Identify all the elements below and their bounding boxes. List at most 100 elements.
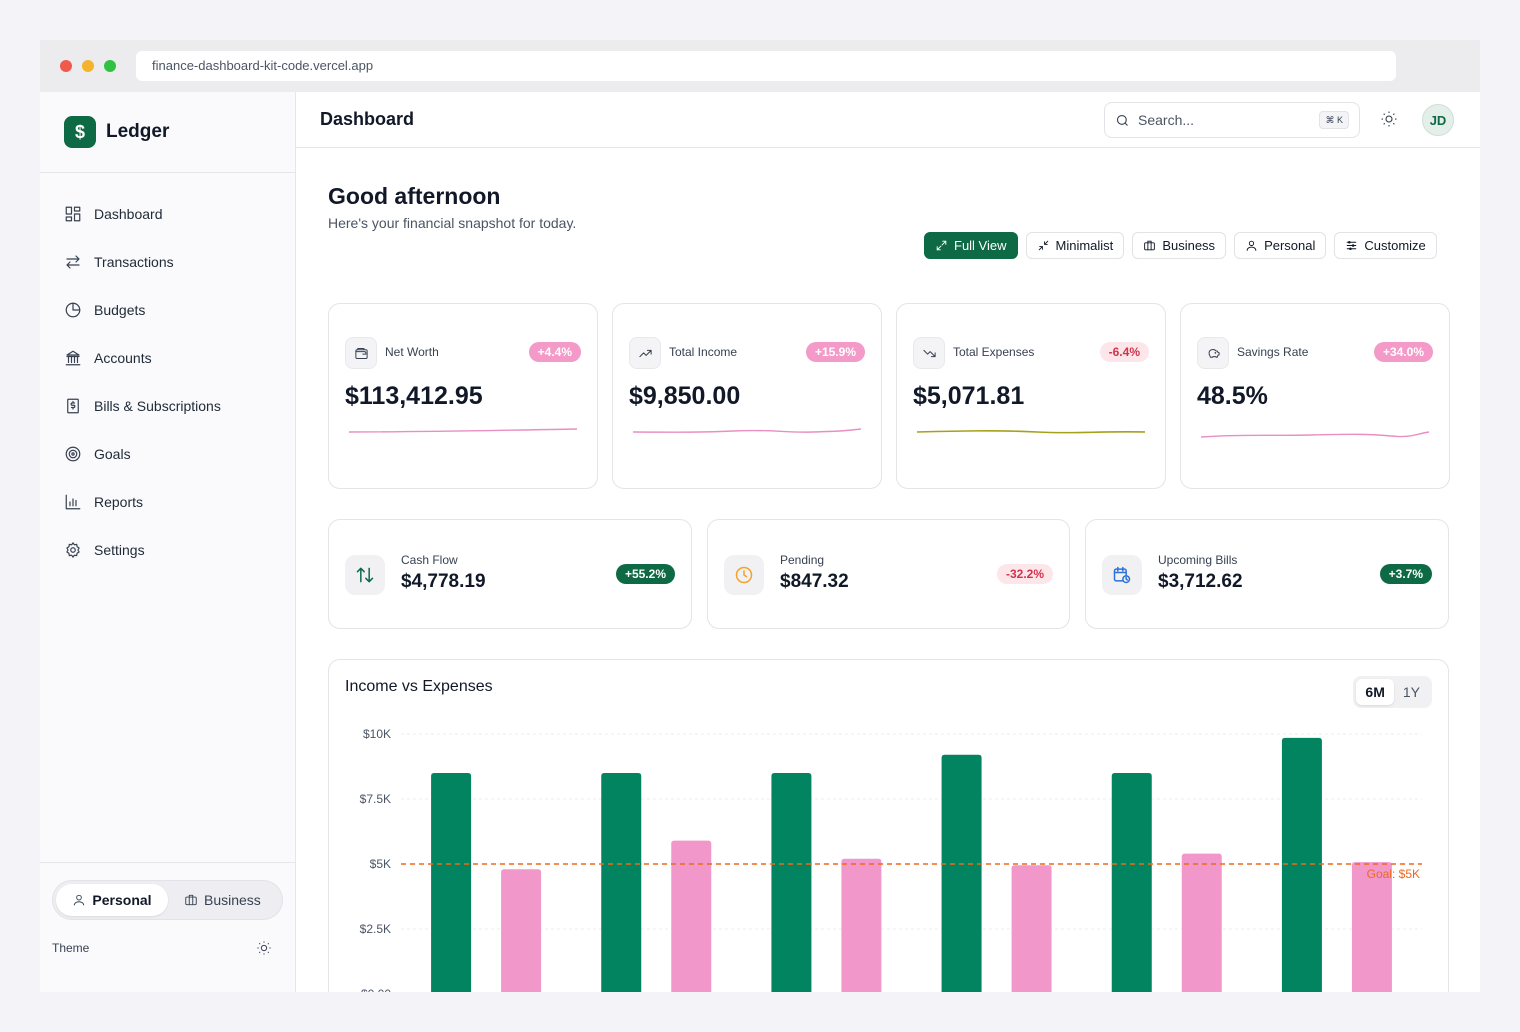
- kpi-label: Total Expenses: [953, 345, 1035, 359]
- sidebar-item-bills[interactable]: Bills & Subscriptions: [40, 382, 296, 430]
- pie-chart-icon: [65, 302, 81, 318]
- stat-label: Cash Flow: [401, 553, 458, 567]
- sidebar-item-dashboard[interactable]: Dashboard: [40, 190, 296, 238]
- savings-rate-sparkline: [1201, 431, 1429, 438]
- arrows-swap-icon: [66, 255, 80, 269]
- kpi-card-total-income[interactable]: Total Income +15.9% $9,850.00: [612, 303, 882, 489]
- avatar[interactable]: JD: [1422, 104, 1454, 136]
- search-input[interactable]: Search... ⌘ K: [1104, 102, 1360, 138]
- receipt-icon: [67, 398, 79, 414]
- collapse-icon: [1038, 240, 1048, 251]
- sidebar-item-label: Bills & Subscriptions: [94, 398, 221, 414]
- sidebar-item-settings[interactable]: Settings: [40, 526, 296, 574]
- mode-business-label: Business: [204, 892, 261, 908]
- main-content: Dashboard Search... ⌘ K JD Good afternoo…: [296, 92, 1480, 992]
- stat-card-upcoming-bills[interactable]: Upcoming Bills $3,712.62 +3.7%: [1085, 519, 1449, 629]
- view-customize-button[interactable]: Customize: [1334, 232, 1437, 259]
- sidebar-nav: Dashboard Transactions Budgets Accounts …: [40, 190, 296, 574]
- sidebar-item-accounts[interactable]: Accounts: [40, 334, 296, 382]
- view-label: Full View: [954, 238, 1007, 253]
- view-label: Business: [1162, 238, 1216, 253]
- income-bar: [1111, 773, 1152, 992]
- mode-business-button[interactable]: Business: [168, 884, 277, 916]
- sidebar-bottom-divider: [40, 862, 296, 863]
- income-bar: [771, 773, 812, 992]
- sliders-icon: [1347, 240, 1357, 251]
- kpi-card-total-expenses[interactable]: Total Expenses -6.4% $5,071.81: [896, 303, 1166, 489]
- view-full-button[interactable]: Full View: [924, 232, 1018, 259]
- range-6m-button[interactable]: 6M: [1356, 679, 1394, 705]
- expense-bar: [841, 858, 882, 992]
- stat-label: Upcoming Bills: [1158, 553, 1238, 567]
- range-1y-button[interactable]: 1Y: [1402, 684, 1420, 700]
- expense-bar: [671, 840, 712, 992]
- sidebar-item-label: Goals: [94, 446, 131, 462]
- search-placeholder: Search...: [1138, 112, 1195, 128]
- brand[interactable]: $ Ledger: [64, 116, 169, 148]
- y-tick-label: $7.5K: [360, 792, 391, 806]
- target-icon: [65, 446, 81, 462]
- search-icon: [1116, 114, 1128, 126]
- view-personal-button[interactable]: Personal: [1234, 232, 1327, 259]
- kpi-value: $113,412.95: [345, 382, 483, 410]
- sidebar-item-reports[interactable]: Reports: [40, 478, 296, 526]
- kpi-label: Net Worth: [385, 345, 439, 359]
- view-business-button[interactable]: Business: [1132, 232, 1227, 259]
- view-minimalist-button[interactable]: Minimalist: [1025, 232, 1125, 259]
- top-bar: Dashboard Search... ⌘ K JD: [296, 92, 1480, 148]
- stat-card-pending[interactable]: Pending $847.32 -32.2%: [707, 519, 1070, 629]
- goal-label: Goal: $5K: [1367, 867, 1420, 881]
- stat-card-cash-flow[interactable]: Cash Flow $4,778.19 +55.2%: [328, 519, 692, 629]
- kpi-value: $5,071.81: [913, 382, 1025, 410]
- sidebar-item-transactions[interactable]: Transactions: [40, 238, 296, 286]
- theme-row: Theme: [52, 940, 272, 956]
- income-bar: [1281, 737, 1322, 992]
- stat-change-badge: +3.7%: [1379, 564, 1432, 584]
- kpi-label: Total Income: [669, 345, 738, 359]
- dollar-logo-icon: $: [64, 116, 96, 148]
- maximize-window-button[interactable]: [104, 60, 116, 72]
- page-title: Dashboard: [320, 109, 415, 129]
- kpi-card-net-worth[interactable]: Net Worth +4.4% $113,412.95: [328, 303, 598, 489]
- total-income-sparkline: [633, 428, 861, 433]
- theme-toggle-button[interactable]: [1380, 110, 1400, 130]
- y-tick-label: $2.5K: [360, 922, 391, 936]
- view-switcher: Full View Minimalist Business Personal C…: [924, 232, 1445, 260]
- sidebar-item-label: Settings: [94, 542, 145, 558]
- net-worth-sparkline: [349, 428, 577, 433]
- kpi-value: 48.5%: [1197, 382, 1268, 410]
- clock-icon: [724, 555, 764, 595]
- sidebar: $ Ledger Dashboard Transactions Budgets …: [40, 92, 296, 992]
- total-expenses-sparkline: [917, 430, 1145, 434]
- briefcase-icon: [1144, 240, 1156, 251]
- sun-icon[interactable]: [256, 940, 272, 956]
- kpi-value: $9,850.00: [629, 382, 741, 410]
- chart-title: Income vs Expenses: [345, 678, 493, 695]
- close-window-button[interactable]: [60, 60, 72, 72]
- stat-label: Pending: [780, 553, 825, 567]
- wallet-icon: [345, 337, 377, 369]
- address-bar[interactable]: finance-dashboard-kit-code.vercel.app: [136, 51, 1396, 81]
- stat-change-badge: -32.2%: [996, 564, 1053, 584]
- expense-bar: [1011, 865, 1052, 992]
- sidebar-item-budgets[interactable]: Budgets: [40, 286, 296, 334]
- expense-bar: [1351, 862, 1392, 992]
- briefcase-icon: [185, 894, 197, 906]
- sidebar-item-goals[interactable]: Goals: [40, 430, 296, 478]
- sun-icon: [1381, 111, 1397, 127]
- minimize-window-button[interactable]: [82, 60, 94, 72]
- y-tick-label: $10K: [363, 727, 391, 741]
- bar-chart-icon: [65, 494, 81, 510]
- arrows-updown-icon: [345, 555, 385, 595]
- income-bar: [431, 773, 472, 992]
- mode-personal-button[interactable]: Personal: [56, 884, 168, 916]
- income-bar: [601, 773, 642, 992]
- stat-change-badge: +55.2%: [615, 564, 675, 584]
- kpi-card-savings-rate[interactable]: Savings Rate +34.0% 48.5%: [1180, 303, 1450, 489]
- view-label: Customize: [1364, 238, 1426, 253]
- trend-down-icon: [913, 337, 945, 369]
- theme-label: Theme: [52, 941, 90, 955]
- stat-value: $4,778.19: [401, 571, 486, 592]
- y-tick-label: $0.00: [361, 987, 391, 992]
